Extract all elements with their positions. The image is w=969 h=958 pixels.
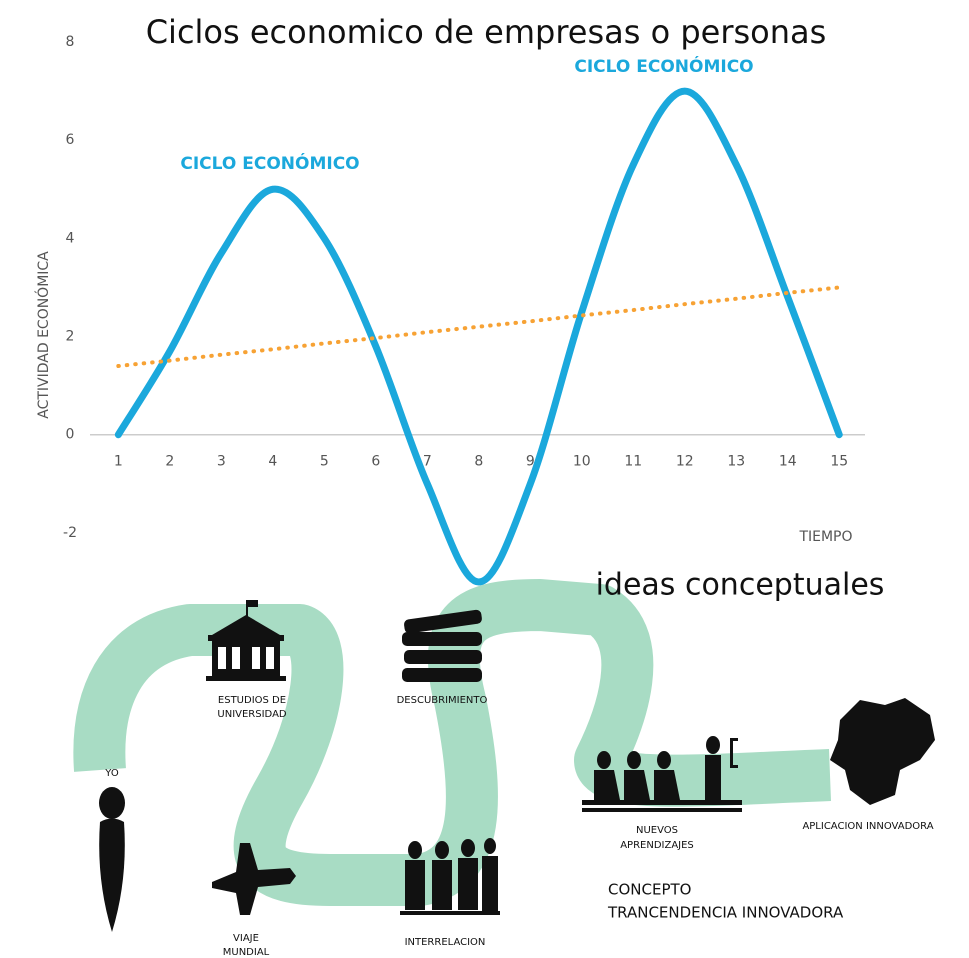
x-tick-label: 3 bbox=[217, 454, 226, 470]
node-label: MUNDIAL bbox=[223, 947, 270, 958]
node-label: DESCUBRIMIENTO bbox=[397, 695, 488, 706]
concept-label: TRANCENDENCIA INNOVADORA bbox=[607, 904, 844, 922]
x-axis-label: TIEMPO bbox=[798, 529, 852, 545]
path-ribbon bbox=[73, 579, 832, 906]
y-axis-label: ACTIVIDAD ECONÓMICA bbox=[34, 251, 52, 419]
node-label: INTERRELACION bbox=[405, 937, 486, 948]
y-tick-label: 4 bbox=[66, 230, 75, 246]
cycle-line bbox=[114, 87, 843, 586]
node-label: APRENDIZAJES bbox=[620, 840, 694, 851]
y-tick-label: 2 bbox=[66, 329, 75, 345]
y-tick-label: 8 bbox=[66, 34, 75, 50]
x-tick-label: 15 bbox=[830, 454, 848, 470]
concept-label: CONCEPTO bbox=[608, 881, 691, 899]
university-icon bbox=[206, 600, 286, 681]
plane-icon bbox=[212, 843, 296, 915]
x-tick-label: 7 bbox=[423, 454, 432, 470]
person-icon bbox=[99, 787, 125, 932]
node-label: VIAJE bbox=[233, 933, 259, 944]
x-tick-label: 14 bbox=[779, 454, 797, 470]
x-tick-label: 11 bbox=[624, 454, 642, 470]
chart-title: Ciclos economico de empresas o personas bbox=[146, 13, 827, 51]
x-tick-label: 6 bbox=[371, 454, 380, 470]
y-tick-label: 6 bbox=[66, 132, 75, 148]
trend-line bbox=[116, 285, 842, 368]
y-tick-label: 0 bbox=[66, 427, 75, 443]
x-tick-label: 1 bbox=[114, 454, 123, 470]
x-tick-label: 2 bbox=[165, 454, 174, 470]
x-tick-label: 13 bbox=[727, 454, 745, 470]
annotation: CICLO ECONÓMICO bbox=[180, 152, 359, 174]
node-label: APLICACION INNOVADORA bbox=[802, 821, 933, 832]
y-tick-label: -2 bbox=[63, 525, 77, 541]
x-tick-label: 8 bbox=[474, 454, 483, 470]
books-icon bbox=[402, 609, 482, 682]
classroom-icon bbox=[582, 736, 742, 812]
node-label: UNIVERSIDAD bbox=[217, 709, 287, 720]
annotation: CICLO ECONÓMICO bbox=[574, 55, 753, 77]
labels: ESTUDIOS DE UNIVERSIDAD DESCUBRIMIENTO Y… bbox=[104, 695, 933, 958]
node-label: ESTUDIOS DE bbox=[218, 695, 286, 706]
x-tick-label: 5 bbox=[320, 454, 329, 470]
node-label: YO bbox=[104, 768, 119, 779]
map-icon bbox=[830, 698, 935, 805]
x-tick-label: 9 bbox=[526, 454, 535, 470]
x-tick-label: 4 bbox=[268, 454, 277, 470]
x-tick-label: 12 bbox=[676, 454, 694, 470]
x-tick-label: 10 bbox=[573, 454, 591, 470]
infographic-title: ideas conceptuales bbox=[596, 568, 885, 603]
icons bbox=[99, 600, 935, 932]
node-label: NUEVOS bbox=[636, 825, 678, 836]
people-icon bbox=[400, 838, 500, 915]
